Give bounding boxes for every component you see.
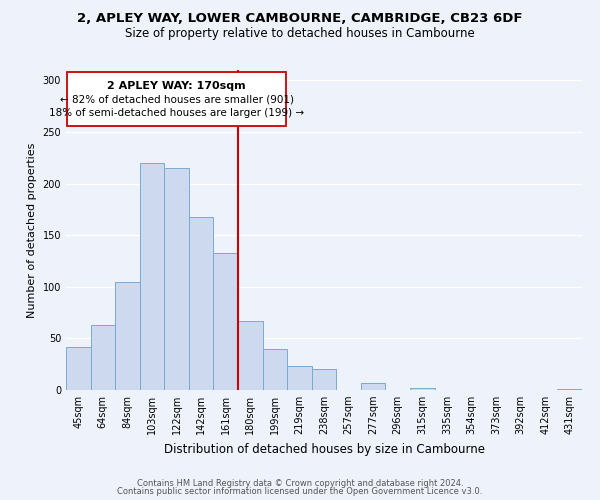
X-axis label: Distribution of detached houses by size in Cambourne: Distribution of detached houses by size … bbox=[163, 442, 485, 456]
Text: ← 82% of detached houses are smaller (901): ← 82% of detached houses are smaller (90… bbox=[59, 95, 293, 105]
Bar bbox=[214, 252, 238, 390]
FancyBboxPatch shape bbox=[67, 72, 286, 126]
Bar bbox=[189, 216, 214, 390]
Bar bbox=[164, 168, 189, 390]
Bar bbox=[410, 388, 434, 390]
Bar bbox=[361, 383, 385, 390]
Bar bbox=[312, 370, 336, 390]
Text: 2, APLEY WAY, LOWER CAMBOURNE, CAMBRIDGE, CB23 6DF: 2, APLEY WAY, LOWER CAMBOURNE, CAMBRIDGE… bbox=[77, 12, 523, 26]
Text: 18% of semi-detached houses are larger (199) →: 18% of semi-detached houses are larger (… bbox=[49, 108, 304, 118]
Bar bbox=[238, 321, 263, 390]
Bar bbox=[66, 346, 91, 390]
Bar bbox=[287, 366, 312, 390]
Text: Size of property relative to detached houses in Cambourne: Size of property relative to detached ho… bbox=[125, 28, 475, 40]
Text: Contains HM Land Registry data © Crown copyright and database right 2024.: Contains HM Land Registry data © Crown c… bbox=[137, 478, 463, 488]
Bar bbox=[557, 389, 582, 390]
Bar bbox=[140, 163, 164, 390]
Bar bbox=[263, 348, 287, 390]
Bar bbox=[115, 282, 140, 390]
Text: Contains public sector information licensed under the Open Government Licence v3: Contains public sector information licen… bbox=[118, 487, 482, 496]
Text: 2 APLEY WAY: 170sqm: 2 APLEY WAY: 170sqm bbox=[107, 82, 246, 92]
Bar bbox=[91, 325, 115, 390]
Y-axis label: Number of detached properties: Number of detached properties bbox=[27, 142, 37, 318]
